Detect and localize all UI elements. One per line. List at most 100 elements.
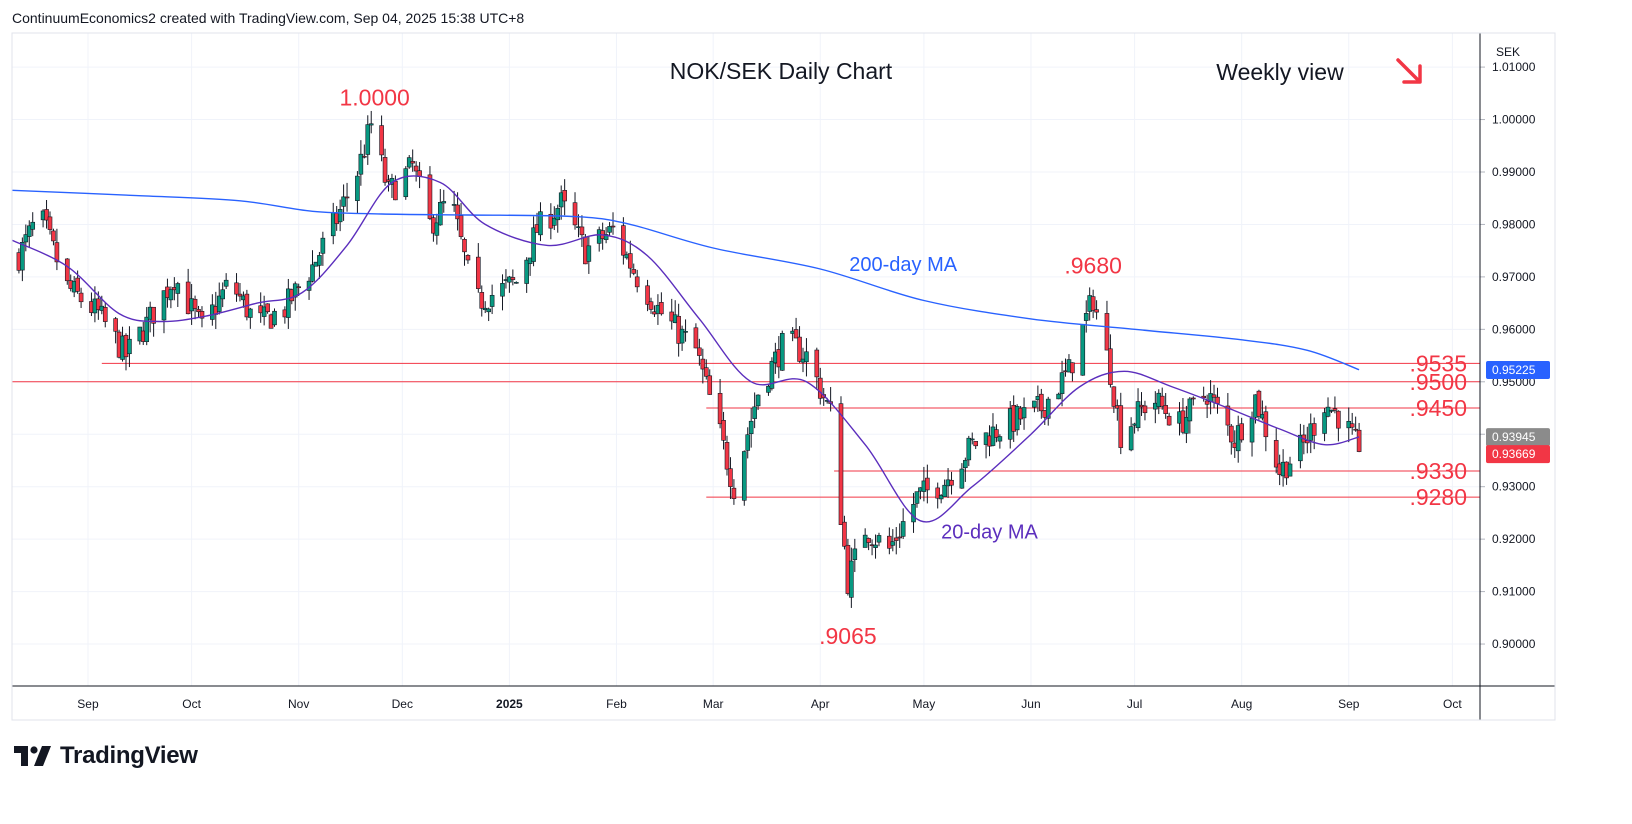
candle-up: [286, 278, 291, 329]
candle-up: [966, 435, 972, 467]
candle-down: [1204, 394, 1210, 419]
candle-up: [127, 326, 132, 368]
candle-down: [838, 396, 844, 525]
candle-body: [659, 302, 664, 315]
candle-up: [1322, 408, 1327, 442]
candle-body: [337, 209, 343, 223]
candle-body: [627, 253, 633, 269]
candle-up: [1184, 405, 1189, 444]
candle-body: [510, 277, 516, 280]
price-badge: 0.93669: [1486, 445, 1550, 464]
candle-body: [476, 256, 481, 289]
candle-body: [579, 226, 585, 236]
candle-body: [1273, 440, 1279, 468]
trend-arrow-shaft: [1396, 58, 1420, 82]
candle-up: [969, 432, 975, 445]
candle-down: [78, 287, 84, 308]
candle-up: [959, 463, 965, 489]
level-label: .9330: [1409, 458, 1467, 484]
candle-up: [365, 115, 371, 165]
tradingview-logo[interactable]: TradingView: [14, 742, 198, 770]
ma20-line: [11, 175, 1360, 523]
candle-down: [196, 305, 201, 318]
candle-body: [102, 307, 108, 322]
candle-body: [648, 301, 654, 310]
annotation-layer: .9535.9500.9450 .9330.9280 NOK/SEK Daily C…: [340, 58, 1467, 649]
candle-down: [949, 471, 954, 495]
candle-body: [645, 285, 650, 305]
candle-body: [341, 196, 346, 207]
candle-body: [455, 204, 460, 220]
candle-body: [938, 494, 944, 500]
candle-body: [728, 468, 733, 487]
time-tick-label: Feb: [606, 697, 627, 711]
candle-down: [1094, 300, 1099, 320]
price-tick-label: 0.96000: [1492, 322, 1536, 336]
candle-down: [562, 179, 567, 216]
candle-body: [1329, 409, 1334, 412]
candle-body: [925, 477, 930, 491]
candle-body: [769, 360, 775, 389]
candle-body: [969, 438, 975, 441]
candle-body: [1249, 418, 1255, 443]
candle-down: [627, 240, 633, 278]
candle-down: [1104, 300, 1110, 351]
currency-label: SEK: [1496, 45, 1520, 59]
candle-up: [1045, 396, 1051, 426]
candle-body: [914, 491, 920, 504]
candle-up: [310, 250, 315, 283]
trend-arrow-head: [1402, 64, 1422, 84]
extreme-annotation: .9680: [1064, 252, 1122, 278]
candle-down: [1332, 396, 1338, 414]
time-tick-label: Nov: [288, 697, 309, 711]
candle-body: [555, 208, 561, 221]
candle-body: [683, 331, 688, 333]
candle-down: [479, 285, 485, 317]
candle-body: [1070, 362, 1075, 374]
candle-up: [1187, 396, 1193, 434]
candle-body: [465, 255, 471, 261]
candle-up: [804, 338, 809, 377]
candle-down: [728, 457, 733, 499]
candle-down: [410, 149, 415, 172]
chart-frame: [11, 32, 1556, 721]
moving-average-layer: [11, 175, 1360, 523]
candle-body: [413, 165, 419, 172]
candle-body: [514, 281, 519, 284]
candle-body: [427, 174, 433, 219]
candle-body: [355, 175, 360, 201]
candle-up: [679, 325, 685, 351]
extreme-annotation: .9065: [819, 623, 877, 649]
candle-body: [724, 442, 730, 470]
candle-body: [379, 125, 384, 156]
candle-body: [817, 377, 823, 399]
candle-body: [814, 349, 820, 378]
candle-up: [220, 282, 226, 308]
candle-down: [925, 464, 930, 504]
candle-body: [866, 538, 871, 543]
candle-body: [703, 367, 709, 377]
candle-up: [1128, 417, 1134, 452]
candle-down: [1039, 388, 1044, 419]
candle-down: [413, 161, 419, 182]
candle-down: [814, 347, 820, 390]
candle-up: [441, 189, 447, 213]
candle-body: [1356, 429, 1362, 452]
candle-body: [1128, 426, 1134, 451]
time-tick-label: Oct: [182, 697, 201, 711]
candle-up: [849, 547, 854, 608]
candle-body: [1032, 400, 1037, 408]
candle-body: [1045, 398, 1051, 419]
candle-body: [168, 289, 174, 301]
candle-body: [30, 221, 36, 230]
grid-layer: [12, 33, 1480, 686]
candle-up: [769, 357, 775, 391]
candle-body: [403, 168, 409, 198]
candle-body: [196, 309, 201, 313]
candle-body: [54, 242, 60, 263]
candle-up: [489, 284, 495, 315]
time-tick-label: Sep: [1338, 697, 1360, 711]
candle-down: [645, 279, 650, 312]
candle-body: [1298, 434, 1303, 462]
